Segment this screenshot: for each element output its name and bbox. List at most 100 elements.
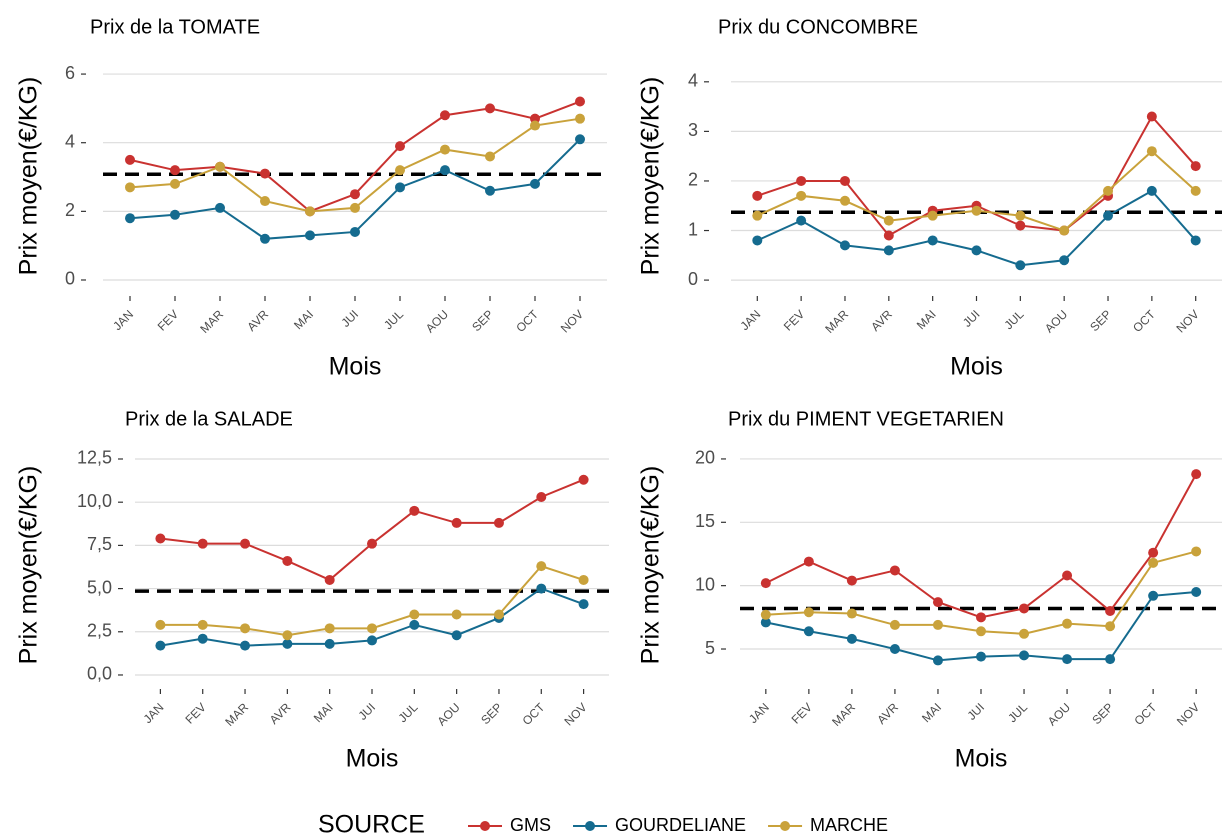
chart-title: Prix de la TOMATE — [90, 16, 260, 38]
x-tick-label: FEV — [155, 307, 181, 333]
data-point — [1105, 654, 1116, 665]
x-tick-label: AVR — [267, 700, 294, 727]
data-point — [575, 96, 585, 107]
x-tick-label: NOV — [561, 700, 589, 728]
y-tick-label: 0,0 — [87, 664, 112, 684]
data-point — [1019, 650, 1030, 661]
chart-title: Prix du CONCOMBRE — [718, 16, 918, 38]
data-point — [170, 178, 180, 189]
data-point — [260, 168, 270, 179]
data-point — [1019, 603, 1030, 614]
x-tick-label: OCT — [1130, 307, 1158, 335]
data-point — [260, 233, 270, 244]
x-axis-title: Mois — [346, 745, 399, 773]
data-point — [324, 623, 335, 634]
x-tick-label: SEP — [1089, 700, 1116, 727]
data-point — [240, 623, 251, 634]
x-tick-label: JUI — [338, 307, 361, 330]
data-point — [125, 154, 135, 165]
series-line — [129, 138, 581, 240]
data-point — [282, 555, 293, 566]
x-tick-label: OCT — [513, 307, 541, 335]
data-point — [760, 617, 771, 628]
data-point — [395, 165, 405, 176]
data-point — [451, 609, 462, 620]
y-axis-title: Prix moyen(€/KG) — [637, 77, 665, 276]
data-point — [932, 619, 943, 630]
data-point — [575, 134, 585, 145]
data-point — [803, 607, 814, 618]
data-point — [260, 196, 270, 207]
data-point — [932, 597, 943, 608]
y-tick-label: 3 — [688, 120, 698, 140]
data-point — [493, 609, 504, 620]
data-point — [883, 230, 894, 241]
x-tick-label: OCT — [1131, 700, 1159, 728]
data-point — [846, 575, 857, 586]
data-point — [883, 215, 894, 226]
data-point — [1190, 161, 1201, 172]
x-tick-label: SEP — [469, 307, 496, 334]
data-point — [536, 561, 547, 572]
data-point — [155, 640, 166, 651]
data-point — [350, 226, 360, 237]
data-point — [350, 202, 360, 213]
data-point — [1015, 260, 1026, 271]
y-tick-label: 0 — [688, 269, 698, 289]
data-point — [305, 206, 315, 217]
x-tick-label: JUL — [395, 700, 420, 725]
data-point — [395, 141, 405, 152]
data-point — [889, 565, 900, 576]
data-point — [324, 638, 335, 649]
x-tick-label: JAN — [746, 700, 772, 726]
data-point — [846, 633, 857, 644]
x-tick-label: JUL — [1005, 700, 1030, 725]
data-point — [170, 165, 180, 176]
legend-label: GOURDELIANE — [615, 815, 746, 835]
x-tick-label: AOU — [1042, 307, 1070, 335]
data-point — [1148, 557, 1159, 568]
series-line — [160, 478, 584, 582]
data-point — [796, 215, 807, 226]
data-point — [1146, 111, 1157, 122]
legend-label: GMS — [510, 815, 551, 835]
data-point — [282, 638, 293, 649]
y-tick-label: 2 — [65, 200, 75, 220]
data-point — [971, 245, 982, 256]
data-point — [796, 175, 807, 186]
data-point — [1103, 210, 1114, 221]
x-tick-label: AVR — [244, 307, 271, 334]
x-tick-label: NOV — [1174, 307, 1202, 335]
series-line — [756, 149, 1197, 232]
data-point — [409, 619, 420, 630]
data-point — [976, 651, 986, 662]
data-point — [578, 599, 589, 610]
data-point — [367, 635, 377, 646]
data-point — [170, 209, 180, 220]
data-point — [530, 113, 540, 124]
legend-title: SOURCE — [318, 811, 425, 839]
x-tick-label: OCT — [520, 700, 548, 728]
data-point — [493, 517, 504, 528]
y-tick-label: 0 — [65, 269, 75, 289]
x-tick-label: SEP — [1087, 307, 1114, 334]
data-point — [889, 644, 900, 655]
data-point — [155, 533, 166, 544]
x-tick-label: JAN — [737, 307, 763, 333]
y-axis-title: Prix moyen(€/KG) — [15, 77, 43, 276]
data-point — [803, 626, 814, 637]
data-point — [932, 655, 943, 666]
data-point — [240, 538, 251, 549]
x-axis-title: Mois — [950, 353, 1003, 381]
data-point — [883, 245, 894, 256]
x-tick-label: JUL — [381, 307, 406, 332]
x-tick-label: MAR — [822, 307, 851, 336]
data-point — [215, 161, 225, 172]
x-tick-label: MAI — [914, 307, 939, 332]
x-axis-title: Mois — [329, 353, 382, 381]
data-point — [282, 630, 293, 641]
y-tick-label: 2 — [688, 170, 698, 190]
data-point — [324, 574, 335, 585]
data-point — [760, 578, 771, 589]
